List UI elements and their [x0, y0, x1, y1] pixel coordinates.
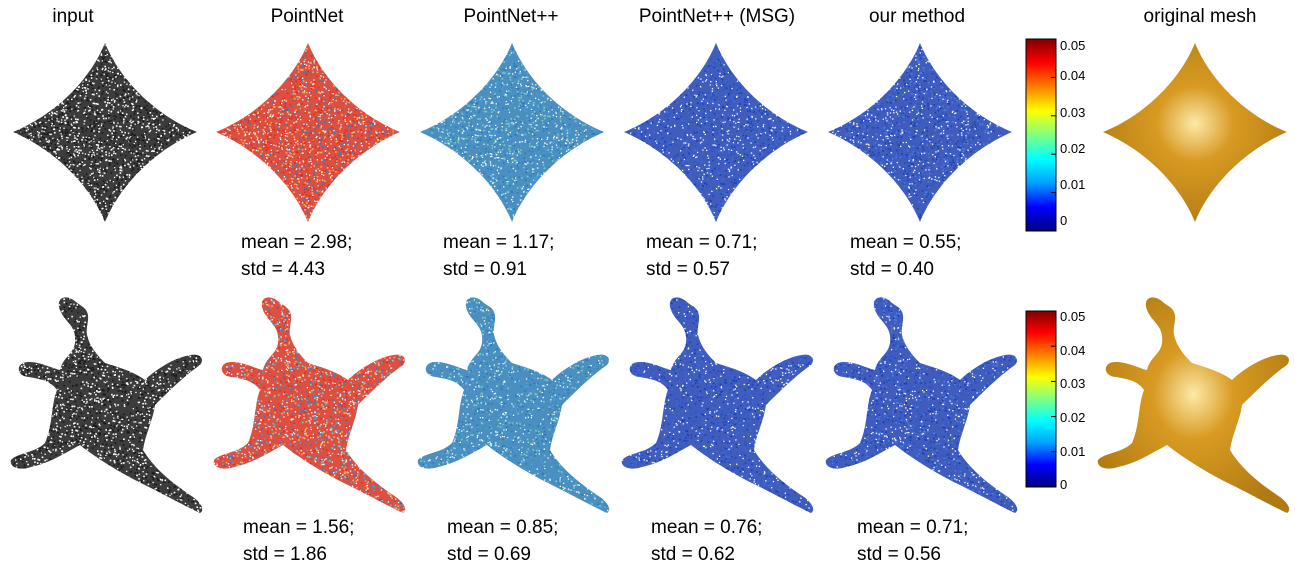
row1-msg-errormap: [616, 35, 816, 230]
row1-ours-errormap: [820, 35, 1020, 230]
row1-original-mesh: [1095, 35, 1290, 230]
row1-msg-stats: mean = 0.71; std = 0.57: [646, 229, 757, 283]
row2-colorbar-tick: 0.02: [1060, 410, 1085, 425]
row2-colorbar-tick: 0: [1060, 477, 1067, 492]
row2-colorbar-tick: 0.03: [1060, 376, 1085, 391]
row2-input-fill: [10, 297, 203, 513]
row2-msg-stats: mean = 0.76; std = 0.62: [651, 514, 762, 568]
row1-pointnet-errormap: [208, 35, 408, 230]
row2-colorbar-gradient: [1025, 310, 1057, 488]
row1-colorbar-gradient: [1025, 38, 1057, 232]
row1-colorbar: [1025, 38, 1085, 237]
row2-colorbar-tick: 0.04: [1060, 343, 1085, 358]
row2-pointnetpp-stats: mean = 0.85; std = 0.69: [447, 514, 558, 568]
row2-ours-stats: mean = 0.71; std = 0.56: [857, 514, 968, 568]
header-pointnet: PointNet: [207, 6, 407, 28]
row2-pointnet-errormap: [208, 285, 413, 520]
row1-colorbar-tick: 0.04: [1060, 68, 1085, 83]
row1-colorbar-tick: 0.01: [1060, 177, 1085, 192]
row1-pointnetpp-stats: mean = 1.17; std = 0.91: [443, 229, 554, 283]
header-original-mesh: original mesh: [1100, 6, 1295, 28]
row1-ours-stats: mean = 0.55; std = 0.40: [850, 229, 961, 283]
mesh-diamond-shape: [1103, 43, 1287, 222]
header-input: input: [0, 6, 173, 28]
row2-pointnet-stats: mean = 1.56; std = 1.86: [243, 514, 354, 568]
row1-input-fill: [13, 43, 197, 222]
mesh-creature-shape: [1097, 297, 1290, 513]
row2-colorbar-tick: 0.05: [1060, 309, 1085, 324]
header-pointnetpp: PointNet++: [411, 6, 611, 28]
row1-colorbar-tick: 0.03: [1060, 105, 1085, 120]
row2-pointnet-points: [213, 297, 406, 513]
row2-msg-fill: [621, 297, 814, 513]
row2-ours-fill: [825, 297, 1018, 513]
row2-colorbar: [1025, 310, 1085, 493]
row2-msg-errormap: [616, 285, 821, 520]
row2-pointnetpp-errormap: [412, 285, 617, 520]
row1-pointnetpp-errormap: [412, 35, 612, 230]
row1-ours-fill: [828, 43, 1012, 222]
row1-colorbar-tick: 0.02: [1060, 141, 1085, 156]
header-our-method: our method: [817, 6, 1017, 28]
row1-pointnetpp-fill: [420, 43, 604, 222]
row2-original-mesh: [1092, 285, 1292, 520]
row1-colorbar-tick: 0: [1060, 213, 1067, 228]
header-pointnetpp-msg: PointNet++ (MSG): [617, 6, 817, 28]
row1-input-pointcloud: [5, 35, 205, 230]
row2-input-pointcloud: [5, 285, 210, 520]
row2-colorbar-tick: 0.01: [1060, 444, 1085, 459]
row1-msg-fill: [624, 43, 808, 222]
row1-colorbar-tick: 0.05: [1060, 38, 1085, 53]
row1-pointnet-stats: mean = 2.98; std = 4.43: [241, 229, 352, 283]
row2-ours-errormap: [820, 285, 1025, 520]
